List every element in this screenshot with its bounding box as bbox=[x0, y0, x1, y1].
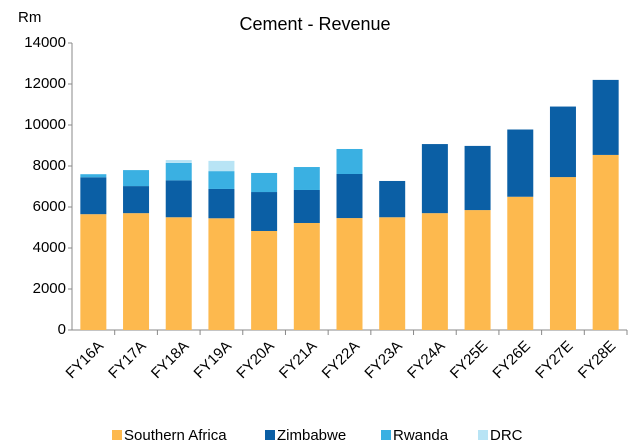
bar-segment bbox=[464, 210, 491, 330]
bar-segment bbox=[293, 167, 320, 190]
bar-segment bbox=[336, 148, 363, 174]
bar-segment bbox=[208, 188, 235, 219]
bar-segment bbox=[379, 217, 406, 330]
y-tick-label: 12000 bbox=[24, 75, 66, 92]
bar-segment bbox=[123, 186, 150, 214]
bar-segment bbox=[293, 222, 320, 330]
legend-swatch bbox=[381, 430, 391, 440]
bar-segment bbox=[165, 217, 192, 330]
bar-segment bbox=[464, 145, 491, 211]
x-tick-label: FY17A bbox=[105, 338, 149, 382]
x-tick-label: FY27E bbox=[532, 338, 576, 382]
bar-segment bbox=[293, 189, 320, 223]
y-tick-label: 6000 bbox=[33, 198, 66, 215]
chart-title: Cement - Revenue bbox=[239, 14, 390, 34]
x-tick-label: FY26E bbox=[489, 338, 533, 382]
bar-segment bbox=[208, 171, 235, 189]
bar-segment bbox=[549, 106, 576, 178]
legend-swatch bbox=[265, 430, 275, 440]
y-axis-label: Rm bbox=[18, 9, 41, 26]
y-tick-label: 10000 bbox=[24, 116, 66, 133]
bar-segment bbox=[123, 170, 150, 187]
bar-segment bbox=[592, 79, 619, 155]
legend-label: Rwanda bbox=[393, 427, 449, 444]
bar-segment bbox=[507, 196, 534, 330]
bar-segment bbox=[592, 154, 619, 330]
x-tick-label: FY28E bbox=[575, 338, 619, 382]
bar-segment bbox=[549, 177, 576, 330]
x-tick-label: FY20A bbox=[233, 338, 277, 382]
legend-label: DRC bbox=[490, 427, 523, 444]
bar-segment bbox=[336, 173, 363, 219]
y-tick-label: 14000 bbox=[24, 34, 66, 51]
bar-segment bbox=[165, 162, 192, 181]
bar-segment bbox=[80, 177, 107, 215]
bar-segment bbox=[165, 180, 192, 218]
bar-segment bbox=[80, 174, 107, 178]
x-tick-label: FY18A bbox=[148, 338, 192, 382]
x-tick-label: FY19A bbox=[191, 338, 235, 382]
bar-segment bbox=[251, 172, 278, 193]
y-tick-label: 4000 bbox=[33, 239, 66, 256]
x-tick-label: FY24A bbox=[404, 338, 448, 382]
y-tick-label: 2000 bbox=[33, 280, 66, 297]
bar-segment bbox=[208, 160, 235, 172]
bar-segment bbox=[421, 144, 448, 214]
legend-label: Zimbabwe bbox=[277, 427, 346, 444]
legend-swatch bbox=[112, 430, 122, 440]
bar-segment bbox=[251, 192, 278, 231]
bar-segment bbox=[251, 230, 278, 330]
legend-swatch bbox=[478, 430, 488, 440]
legend-label: Southern Africa bbox=[124, 427, 227, 444]
y-tick-label: 8000 bbox=[33, 157, 66, 174]
bar-segment bbox=[379, 180, 406, 218]
x-tick-label: FY23A bbox=[361, 338, 405, 382]
bar-segment bbox=[123, 213, 150, 330]
bar-segment bbox=[165, 160, 192, 163]
bar-segment bbox=[421, 213, 448, 330]
bar-segment bbox=[80, 214, 107, 330]
x-tick-label: FY22A bbox=[319, 338, 363, 382]
x-tick-label: FY21A bbox=[276, 338, 320, 382]
bar-segment bbox=[507, 129, 534, 197]
x-tick-label: FY25E bbox=[447, 338, 491, 382]
bar-segment bbox=[336, 218, 363, 330]
bar-segment bbox=[208, 218, 235, 330]
y-tick-label: 0 bbox=[58, 321, 66, 338]
x-tick-label: FY16A bbox=[63, 338, 107, 382]
